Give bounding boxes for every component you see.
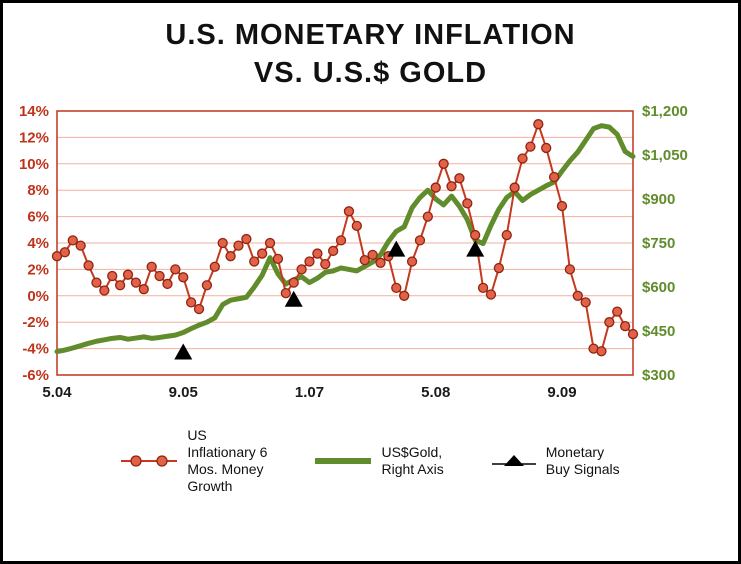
chart-title-line2: VS. U.S.$ GOLD [253,56,488,89]
legend: US Inflationary 6 Mos. Money Growth US$G… [3,427,738,495]
svg-text:$300: $300 [642,367,675,384]
legend-item-buy-signals: Monetary Buy Signals [491,444,620,478]
chart-title-line1: U.S. MONETARY INFLATION [165,19,576,51]
svg-text:4%: 4% [27,235,49,252]
svg-text:5.04: 5.04 [42,384,72,401]
chart-plot: 14% 12% 10% 8% 6% 4% 2% 0% -2% -4% -6% $1,200 $1,050… [19,103,688,401]
legend-item-money-growth: US Inflationary 6 Mos. Money Growth [121,427,267,495]
legend-label-money-growth: US Inflationary 6 Mos. Money Growth [187,427,268,495]
svg-text:6%: 6% [27,209,49,226]
svg-text:14%: 14% [19,103,49,120]
legend-item-gold: US$Gold, Right Axis [315,444,444,478]
svg-text:$600: $600 [642,279,675,296]
red-line-circle-marker-icon [121,455,178,467]
svg-text:-2%: -2% [22,314,49,331]
svg-text:$450: $450 [642,323,675,340]
svg-text:9.05: 9.05 [169,384,198,401]
green-line-marker-icon [315,458,372,465]
svg-text:$750: $750 [642,235,675,252]
svg-text:$1,050: $1,050 [642,147,688,164]
svg-text:12%: 12% [19,129,49,146]
black-triangle-marker-icon [491,455,536,467]
svg-text:-6%: -6% [22,367,49,384]
svg-text:9.09: 9.09 [547,384,576,401]
svg-text:5.08: 5.08 [421,384,450,401]
svg-text:-4%: -4% [22,341,49,358]
svg-text:1.07: 1.07 [295,384,324,401]
svg-text:2%: 2% [27,261,49,278]
legend-label-buy-signals: Monetary Buy Signals [545,444,620,478]
svg-text:$1,200: $1,200 [642,103,688,120]
chart-title: U.S. MONETARY INFLATION VS. U.S.$ GOLD [3,17,738,92]
svg-text:10%: 10% [19,156,49,173]
legend-label-gold: US$Gold, Right Axis [381,444,444,478]
svg-text:0%: 0% [27,288,49,305]
svg-text:$900: $900 [642,191,675,208]
svg-text:8%: 8% [27,182,49,199]
